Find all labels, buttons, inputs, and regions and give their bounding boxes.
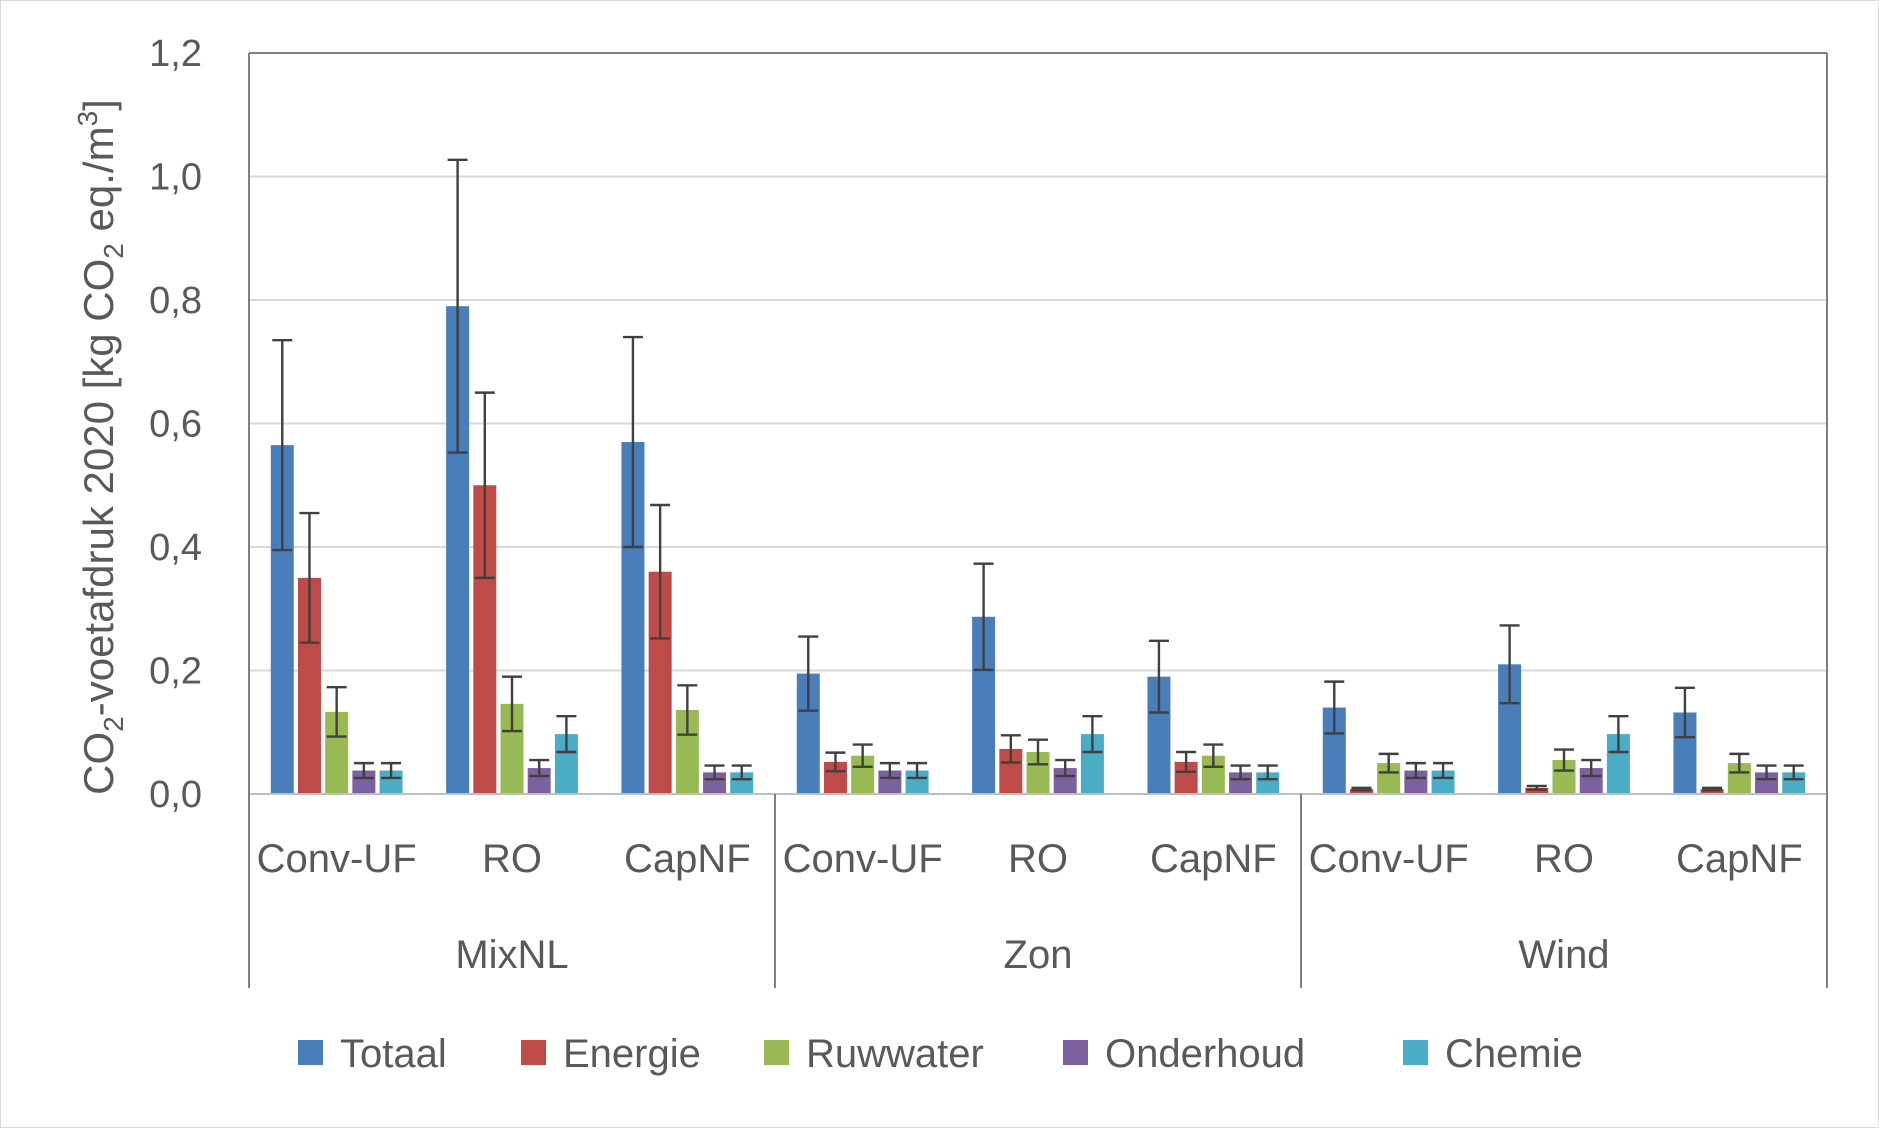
- legend-label: Onderhoud: [1105, 1032, 1305, 1076]
- legend-label: Energie: [563, 1032, 701, 1076]
- bar: [1431, 770, 1455, 794]
- bar: [675, 710, 699, 794]
- bar: [1201, 755, 1225, 794]
- y-axis-label-sub: 2: [98, 716, 129, 732]
- bar: [1026, 752, 1050, 794]
- x-group-label: Zon: [1004, 933, 1073, 977]
- y-tick-label: 0,6: [149, 404, 202, 446]
- error-bars: [272, 158, 1804, 792]
- y-axis-label-part: CO: [75, 732, 122, 795]
- bar: [1525, 787, 1549, 794]
- bar: [1782, 772, 1806, 794]
- bar: [1606, 734, 1630, 794]
- bar: [325, 711, 349, 794]
- bar: [270, 445, 294, 794]
- bar: [1579, 768, 1603, 794]
- x-tick-label: RO: [1534, 837, 1594, 881]
- bar: [352, 770, 376, 794]
- bar: [1229, 772, 1253, 794]
- y-axis-label: CO2-voetafdruk 2020 [kg CO2 eq./m3]: [72, 99, 129, 795]
- bar: [379, 770, 403, 794]
- category-labels: Conv-UF RO CapNF Conv-UF RO CapNF Conv-UF RO Cap…: [257, 837, 1803, 977]
- y-axis-label-part: eq./m: [75, 126, 122, 243]
- legend-label: Totaal: [340, 1032, 447, 1076]
- bar: [1080, 734, 1104, 794]
- bar: [796, 673, 820, 794]
- bar: [648, 571, 672, 794]
- y-axis-label-sub: 2: [98, 243, 129, 259]
- x-tick-label: Conv-UF: [257, 837, 417, 881]
- y-tick-label: 1,0: [149, 157, 202, 199]
- y-tick-labels: 0,0 0,2 0,4 0,6 0,8 1,0 1,2: [149, 33, 202, 816]
- bar: [905, 770, 929, 794]
- bar: [1256, 772, 1280, 794]
- bar: [972, 616, 996, 794]
- bar: [1755, 772, 1779, 794]
- legend-label: Ruwwater: [806, 1032, 984, 1076]
- x-tick-label: CapNF: [1676, 837, 1803, 881]
- x-tick-label: RO: [482, 837, 542, 881]
- x-group-label: MixNL: [455, 933, 568, 977]
- bar: [554, 734, 578, 794]
- legend-swatch: [764, 1040, 789, 1065]
- bar: [297, 577, 321, 794]
- x-tick-label: Conv-UF: [1309, 837, 1469, 881]
- bar: [1404, 770, 1428, 794]
- x-group-label: Wind: [1518, 933, 1609, 977]
- y-tick-label: 1,2: [149, 33, 202, 75]
- bar: [703, 772, 727, 794]
- x-tick-label: CapNF: [624, 837, 751, 881]
- bar: [851, 755, 875, 794]
- bar: [621, 442, 645, 794]
- bar: [1727, 763, 1751, 794]
- bar: [878, 770, 902, 794]
- legend: Totaal Energie Ruwwater Onderhoud Chemie: [298, 1032, 1583, 1076]
- bar: [1147, 676, 1171, 794]
- bar: [823, 761, 847, 794]
- legend-swatch: [521, 1040, 546, 1065]
- bars: [270, 306, 1806, 794]
- bar: [1377, 763, 1401, 794]
- y-tick-label: 0,2: [149, 651, 202, 693]
- bar: [999, 748, 1023, 794]
- y-tick-label: 0,0: [149, 774, 202, 816]
- y-tick-label: 0,8: [149, 280, 202, 322]
- bar: [1053, 768, 1077, 794]
- x-tick-label: RO: [1008, 837, 1068, 881]
- bar: [500, 703, 524, 794]
- bar: [1174, 761, 1198, 794]
- bar: [1349, 789, 1373, 794]
- bar: [473, 485, 497, 794]
- bar: [1498, 664, 1522, 794]
- y-axis-label-part: ]: [75, 99, 122, 111]
- bar: [527, 768, 551, 794]
- y-tick-label: 0,4: [149, 527, 202, 569]
- y-axis-label-part: -voetafdruk 2020 [kg CO: [75, 259, 122, 717]
- bar: [446, 306, 470, 794]
- y-axis-label-sup: 3: [72, 111, 103, 127]
- bar: [730, 772, 754, 794]
- bar: [1322, 707, 1346, 794]
- legend-swatch: [1403, 1040, 1428, 1065]
- bar: [1673, 712, 1697, 794]
- axes: [248, 52, 1828, 988]
- x-tick-label: CapNF: [1150, 837, 1277, 881]
- legend-swatch: [298, 1040, 323, 1065]
- bar: [1700, 789, 1724, 794]
- legend-label: Chemie: [1445, 1032, 1583, 1076]
- legend-swatch: [1063, 1040, 1088, 1065]
- x-tick-label: Conv-UF: [783, 837, 943, 881]
- bar: [1552, 760, 1576, 794]
